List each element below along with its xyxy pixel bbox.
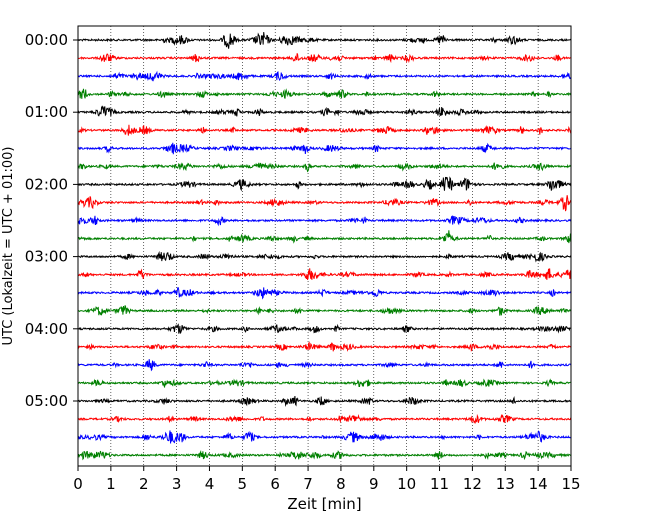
x-tick-label: 11 (430, 475, 449, 493)
trace-line (77, 230, 572, 244)
x-tick-label: 9 (369, 475, 379, 493)
y-tick-label: 01:00 (25, 103, 68, 121)
trace-line (77, 287, 572, 300)
x-tick-label: 4 (205, 475, 215, 493)
trace-line (77, 53, 572, 64)
x-tick-label: 2 (139, 475, 149, 493)
trace-line (77, 142, 572, 155)
vertical-grid (110, 26, 539, 466)
seismic-traces (77, 32, 572, 461)
x-tick-label: 0 (73, 475, 83, 493)
x-tick-label: 7 (303, 475, 313, 493)
trace-line (77, 162, 572, 173)
trace-line (77, 341, 572, 352)
trace-line (77, 449, 572, 461)
trace-line (77, 176, 572, 192)
trace-line (77, 359, 572, 372)
trace-line (77, 268, 572, 280)
trace-line (77, 323, 572, 334)
y-tick-label: 04:00 (25, 320, 68, 338)
trace-line (77, 88, 572, 99)
trace-line (77, 32, 572, 49)
y-tick-label: 00:00 (25, 31, 68, 49)
x-tick-label: 5 (238, 475, 248, 493)
y-axis-label: UTC (Lokalzeit = UTC + 01:00) (1, 147, 16, 346)
trace-line (77, 305, 572, 316)
trace-line (77, 70, 572, 82)
trace-line (77, 413, 572, 424)
trace-line (77, 105, 572, 117)
trace-line (77, 430, 572, 444)
y-axis-ticks: 00:00 01:00 02:00 03:00 04:00 05:00 (25, 31, 78, 410)
trace-line (77, 124, 572, 136)
x-tick-label: 12 (463, 475, 482, 493)
plot-frame (77, 25, 572, 467)
x-tick-label: 1 (106, 475, 116, 493)
x-tick-label: 3 (172, 475, 182, 493)
y-tick-label: 05:00 (25, 392, 68, 410)
x-axis-ticks: 0 1 2 3 4 5 6 7 8 9 10 11 12 13 14 15 (73, 466, 581, 493)
trace-line (77, 195, 572, 212)
x-tick-label: 13 (496, 475, 515, 493)
y-tick-label: 02:00 (25, 175, 68, 193)
x-tick-label: 10 (397, 475, 416, 493)
trace-line (77, 215, 572, 227)
y-tick-label: 03:00 (25, 248, 68, 266)
x-axis-label: Zeit [min] (287, 495, 361, 513)
x-tick-label: 6 (270, 475, 280, 493)
trace-line (77, 250, 572, 263)
x-tick-label: 15 (561, 475, 580, 493)
trace-line (77, 395, 572, 407)
x-tick-label: 8 (336, 475, 346, 493)
x-tick-label: 14 (529, 475, 548, 493)
trace-line (77, 378, 572, 388)
